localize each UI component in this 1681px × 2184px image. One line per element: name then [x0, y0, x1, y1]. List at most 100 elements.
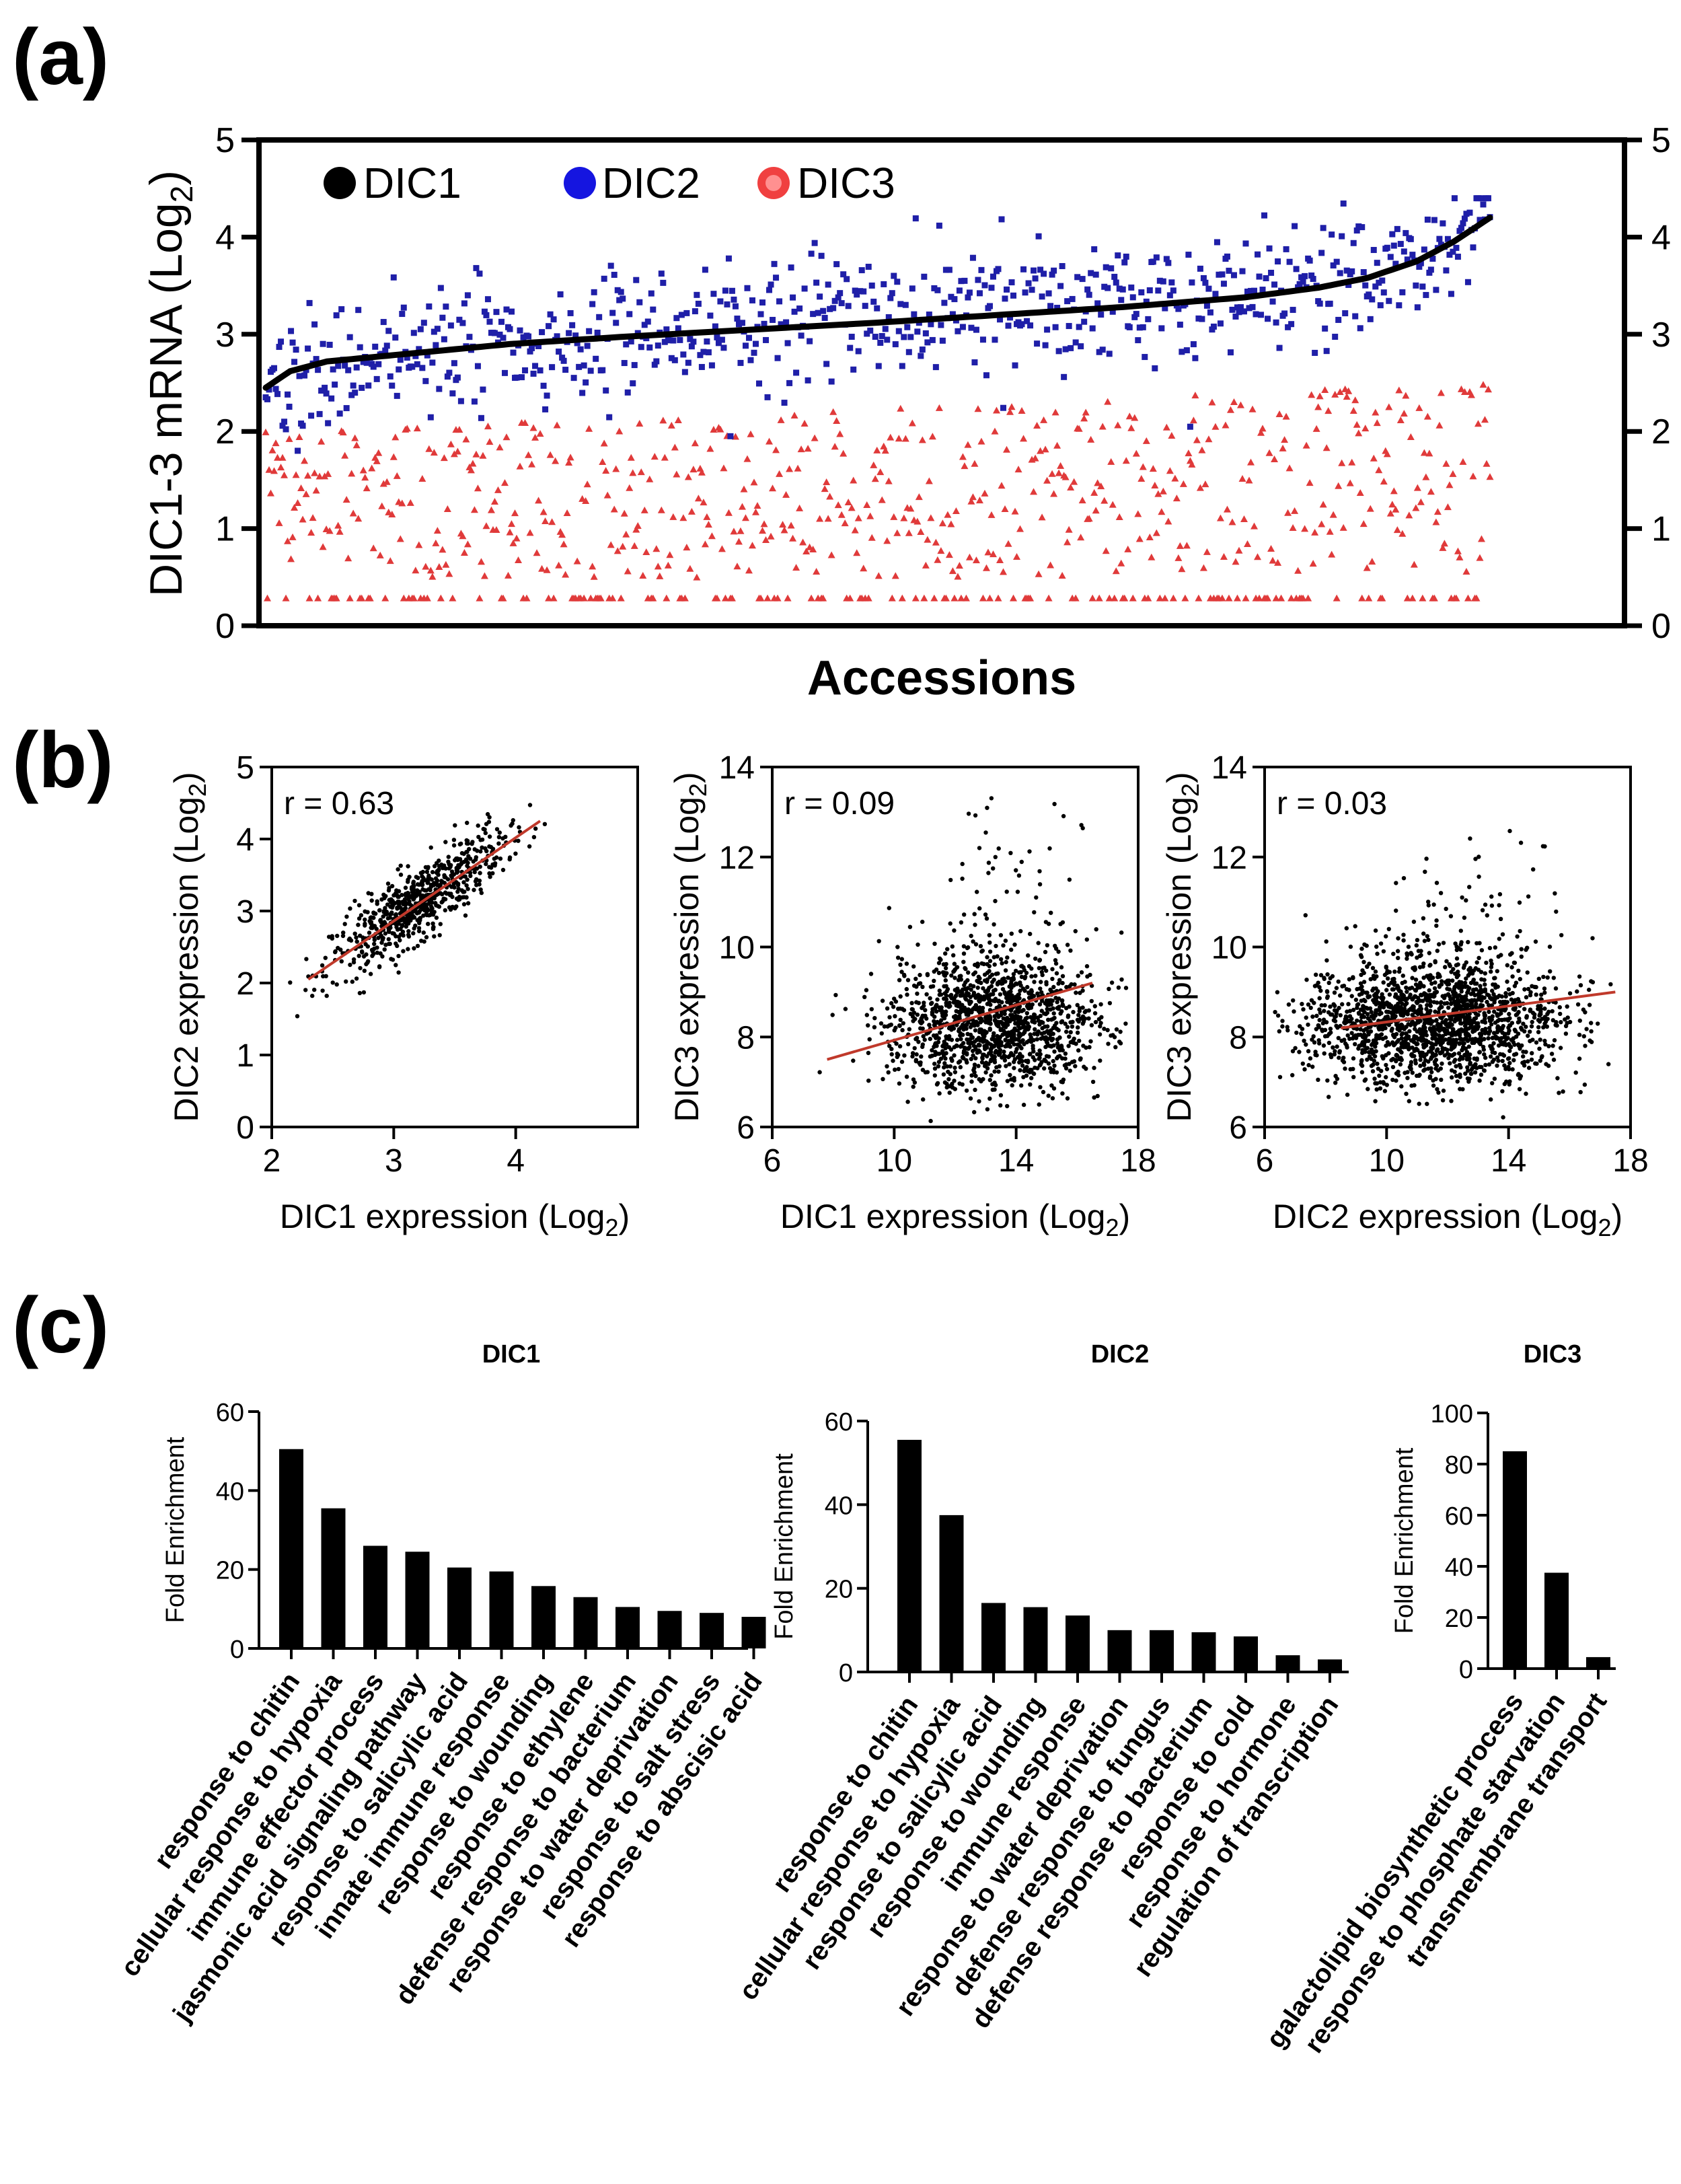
dic2-point [805, 377, 811, 384]
dic2-point [359, 384, 365, 391]
panel-b2-point [1050, 998, 1055, 1003]
panel-b2-point [1039, 1060, 1044, 1064]
panel-b2-point [1039, 1036, 1043, 1041]
panel-b1-point [396, 927, 400, 932]
dic3-point [776, 470, 784, 477]
dic2-point [554, 333, 560, 340]
dic3-point [1264, 594, 1272, 602]
dic2-point [932, 364, 939, 371]
panel-b1-point [425, 908, 430, 914]
dic3-point [597, 594, 605, 602]
dic2-point [1302, 272, 1308, 279]
dic2-point [556, 349, 562, 355]
dic2-point [350, 382, 357, 389]
dic2-point [996, 316, 1003, 323]
panel-b1-point [426, 865, 431, 870]
dic1-curve [262, 215, 1493, 391]
panel-b1-point [395, 943, 400, 949]
dic3-point [996, 556, 1004, 563]
panel-b1-point [321, 974, 326, 979]
dic3-point [321, 472, 329, 480]
dic3-point [1172, 495, 1181, 502]
panel-b3-point [1423, 1067, 1427, 1072]
panel-b3-point [1512, 960, 1518, 966]
panel-b3-point [1482, 989, 1487, 994]
panel-b2-point [993, 988, 998, 992]
dic2-point [1466, 209, 1473, 216]
dic2-point [1200, 275, 1207, 281]
dic3-point [987, 511, 996, 518]
panel-b2-point [915, 991, 920, 996]
dic2-point [655, 342, 661, 349]
dic2-point [1190, 341, 1197, 348]
panel-b2-point [1021, 1008, 1026, 1013]
panel-b1-point [324, 974, 328, 979]
panel-b3-point [1367, 1054, 1372, 1059]
dic2-point [1323, 348, 1330, 355]
dic2-point [1066, 323, 1072, 330]
panel-b2-point [961, 1050, 966, 1056]
panel-b2-point [1007, 984, 1012, 989]
panel-b1-point [382, 896, 387, 901]
panel-b2-point [959, 1037, 963, 1042]
panel-b2-point [1005, 1044, 1010, 1048]
dic3-point [398, 499, 406, 507]
panel-b2-point [959, 977, 964, 982]
dic3-point [1247, 458, 1255, 466]
dic3-point [469, 460, 477, 467]
dic2-point [911, 311, 918, 318]
panel-b2-point [961, 944, 967, 949]
dic3-point [1095, 594, 1103, 602]
panel-b2-point [1064, 1029, 1069, 1034]
panel-b2-point [1011, 976, 1016, 980]
dic3-point [373, 457, 381, 464]
panel-b2-point [1071, 1040, 1076, 1046]
dic3-point [1107, 458, 1115, 465]
dic3-point [359, 466, 367, 474]
panel-b1-point [474, 866, 480, 871]
dic3-point [954, 573, 962, 580]
dic2-point [737, 359, 744, 366]
dic2-point [311, 321, 318, 328]
legend-dic1-marker [324, 167, 356, 199]
panel-b3-point [1419, 993, 1424, 998]
dic2-point [473, 264, 480, 271]
panel-b2-point [1056, 981, 1061, 986]
dic3-point [834, 501, 842, 509]
panel-b1-point [443, 890, 448, 895]
panel-b2-point [1049, 1083, 1054, 1088]
panel-b3-point [1502, 1063, 1507, 1068]
dic3-point [887, 433, 895, 441]
panel-b3-point [1477, 1050, 1482, 1054]
panel-b3-point [1318, 973, 1324, 978]
panel-b2-point [929, 1001, 934, 1007]
panel-b2-point [957, 1081, 962, 1086]
panel-b3-point [1443, 965, 1448, 970]
dic2-point [1440, 220, 1446, 227]
dic2-point [607, 262, 614, 269]
dic3-point [1321, 386, 1329, 394]
dic3-point [649, 594, 657, 602]
panel-b2-point [1008, 1008, 1014, 1013]
panel-b2-point [946, 1037, 952, 1042]
panel-b2-point [1003, 1017, 1008, 1022]
panel-b2-point [1029, 966, 1034, 971]
dic2-point [1018, 321, 1025, 328]
panel-b2-point [921, 1033, 926, 1039]
dic2-point [931, 285, 938, 291]
dic2-point [770, 316, 776, 323]
dic3-point [797, 445, 805, 453]
panel-b3-point [1344, 987, 1349, 992]
dic3-point [403, 425, 411, 432]
dic3-point [816, 515, 824, 522]
dic2-point [537, 367, 544, 374]
dic3-point [704, 521, 712, 528]
panel-b3-point [1486, 1030, 1491, 1035]
dic2-point [1255, 251, 1261, 258]
panel-b1-point [320, 963, 325, 968]
panel-b2-point [886, 1070, 891, 1075]
dic2-point [1360, 269, 1367, 276]
dic2-point [295, 447, 301, 454]
panel-b2-point [979, 1017, 984, 1021]
dic3-point [1196, 484, 1204, 491]
